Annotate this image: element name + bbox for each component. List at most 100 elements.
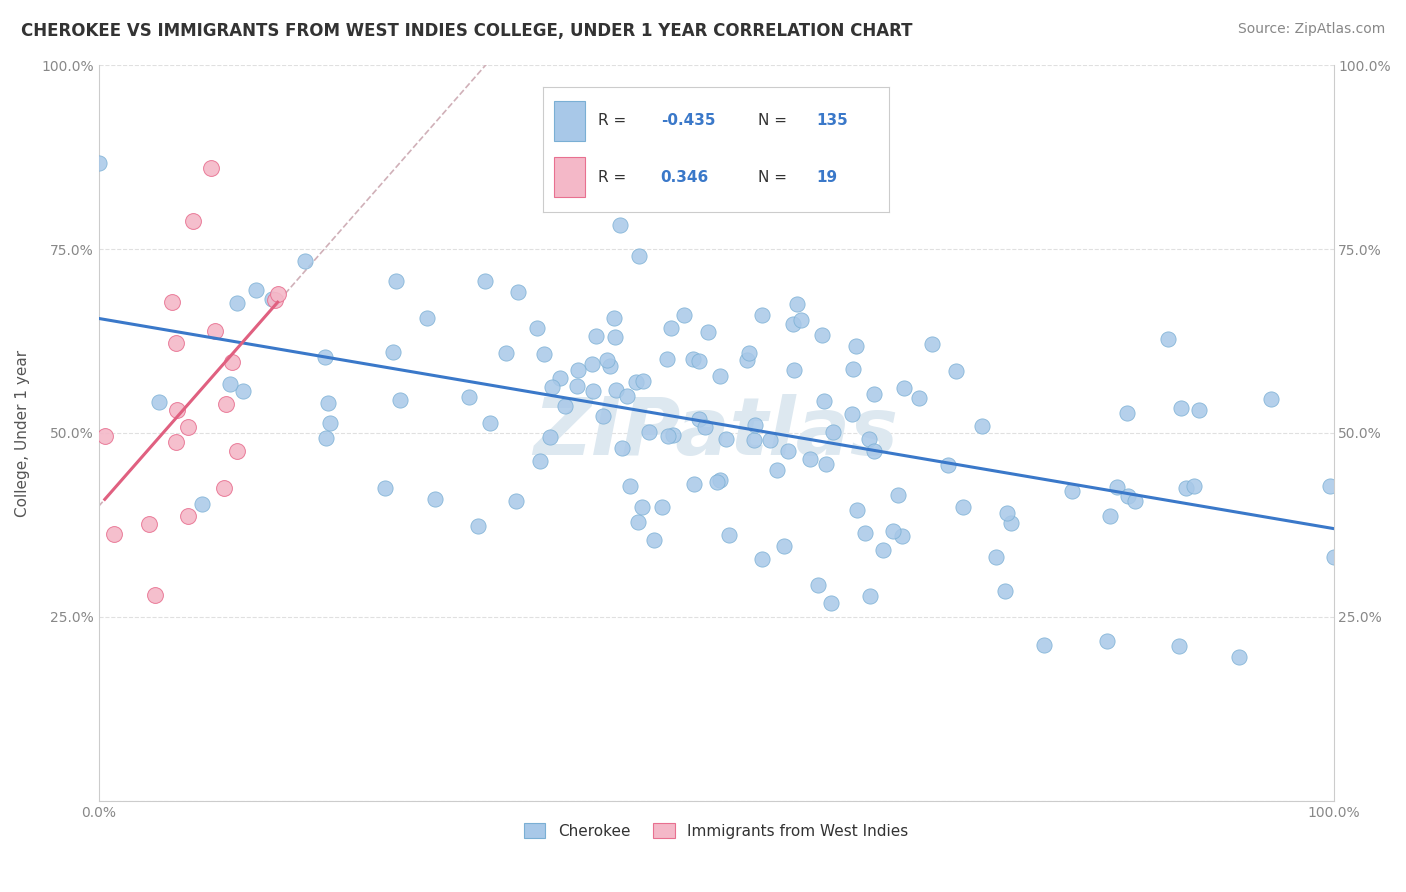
Point — [744, 418, 766, 433]
Point — [541, 380, 564, 394]
Point — [766, 463, 789, 477]
Point — [592, 409, 614, 424]
Point — [1188, 402, 1211, 417]
Point — [1123, 494, 1146, 508]
Point — [813, 394, 835, 409]
Point — [316, 396, 339, 410]
Point — [166, 403, 188, 417]
Point — [893, 381, 915, 395]
Point — [651, 500, 673, 515]
Point — [782, 318, 804, 332]
Point — [841, 407, 863, 421]
Point — [177, 420, 200, 434]
Point — [165, 336, 187, 351]
Point — [1322, 549, 1344, 564]
Point — [526, 321, 548, 335]
Point — [872, 543, 894, 558]
Point — [585, 328, 607, 343]
Point — [177, 508, 200, 523]
Point — [533, 346, 555, 360]
Point — [1175, 481, 1198, 495]
Point — [385, 274, 408, 288]
Point — [381, 344, 404, 359]
Point — [1157, 332, 1180, 346]
Point — [548, 371, 571, 385]
Point — [315, 431, 337, 445]
Point — [786, 297, 808, 311]
Point — [890, 529, 912, 543]
Point — [655, 352, 678, 367]
Text: ZIPatlas: ZIPatlas — [533, 394, 898, 472]
Point — [1260, 392, 1282, 406]
Point — [858, 432, 880, 446]
Point — [714, 432, 737, 446]
Point — [1115, 406, 1137, 420]
Point — [87, 156, 110, 170]
Point — [627, 515, 650, 529]
Point — [945, 363, 967, 377]
Point — [148, 395, 170, 409]
Point — [200, 161, 222, 175]
Point — [467, 519, 489, 533]
Point — [232, 384, 254, 398]
Point — [609, 218, 631, 232]
Point — [212, 481, 235, 495]
Point — [882, 524, 904, 538]
Point — [1105, 480, 1128, 494]
Point — [266, 286, 288, 301]
Point — [758, 434, 780, 448]
Point — [751, 308, 773, 322]
Point — [688, 412, 710, 426]
Point — [260, 293, 283, 307]
Point — [709, 368, 731, 383]
Point — [388, 393, 411, 408]
Point — [737, 352, 759, 367]
Point — [616, 389, 638, 403]
Point — [1227, 650, 1250, 665]
Point — [374, 481, 396, 495]
Point — [821, 425, 844, 440]
Point — [94, 429, 117, 443]
Point — [863, 386, 886, 401]
Point — [952, 500, 974, 514]
Point — [294, 253, 316, 268]
Point — [423, 491, 446, 506]
Point — [662, 427, 685, 442]
Legend: Cherokee, Immigrants from West Indies: Cherokee, Immigrants from West Indies — [517, 817, 914, 845]
Point — [624, 375, 647, 389]
Point — [921, 336, 943, 351]
Point — [815, 458, 838, 472]
Point — [603, 330, 626, 344]
Point — [862, 444, 884, 458]
Point — [688, 354, 710, 368]
Point — [479, 417, 502, 431]
Point — [807, 578, 830, 592]
Point — [103, 527, 125, 541]
Point — [554, 399, 576, 413]
Point — [738, 346, 761, 360]
Point — [143, 588, 166, 602]
Point — [627, 249, 650, 263]
Y-axis label: College, Under 1 year: College, Under 1 year — [15, 350, 30, 516]
Point — [994, 583, 1017, 598]
Point — [181, 214, 204, 228]
Point — [138, 517, 160, 532]
Point — [1097, 634, 1119, 648]
Point — [505, 494, 527, 508]
Point — [672, 308, 695, 322]
Point — [226, 296, 249, 310]
Point — [264, 293, 287, 308]
Point — [416, 311, 439, 326]
Point — [970, 418, 993, 433]
Point — [1170, 401, 1192, 416]
Point — [581, 358, 603, 372]
Point — [810, 328, 832, 343]
Point — [474, 274, 496, 288]
Point — [773, 539, 796, 553]
Point — [986, 550, 1008, 565]
Point — [215, 397, 238, 411]
Point — [596, 352, 619, 367]
Point — [820, 596, 842, 610]
Point — [1167, 640, 1189, 654]
Point — [165, 434, 187, 449]
